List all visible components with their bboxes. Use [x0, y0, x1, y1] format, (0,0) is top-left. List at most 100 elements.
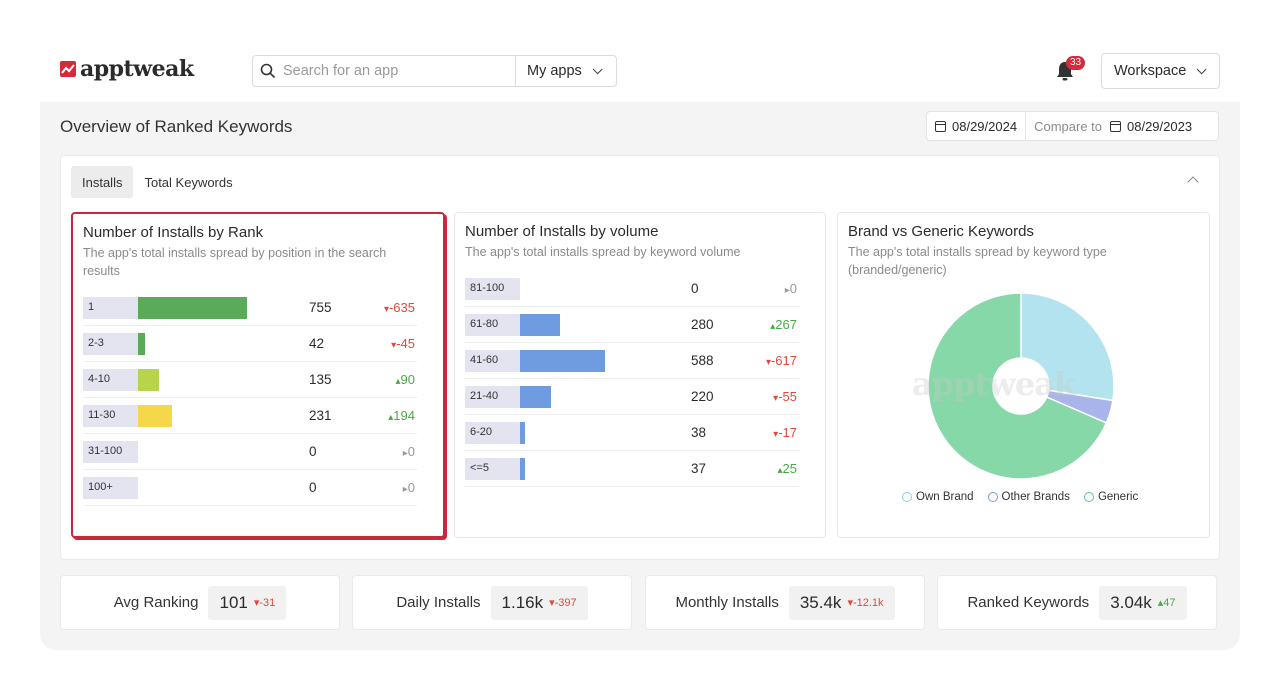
stat-change: ▾-397 [549, 597, 577, 609]
stat-card-ranked-keywords: Ranked Keywords 3.04k ▴47 [937, 575, 1217, 630]
rank-row-label: 11-30 [83, 405, 138, 427]
volume-row-label: 81-100 [465, 278, 520, 300]
rank-row: 31-100 0 ▸0 [83, 434, 417, 470]
volume-row-change: ▴267 [770, 317, 797, 332]
date-selector[interactable]: 08/29/2024 [927, 112, 1027, 140]
volume-card-title: Number of Installs by volume [465, 223, 659, 240]
rank-row-change: ▸0 [402, 480, 415, 495]
rank-row: 100+ 0 ▸0 [83, 470, 417, 506]
ranked-keywords-card: Installs Total Keywords Number of Instal… [60, 155, 1220, 560]
stat-change: ▾-31 [253, 597, 276, 609]
donut-svg [927, 292, 1115, 480]
trend-arrow-icon: ▴ [777, 465, 783, 476]
stat-card-monthly-installs: Monthly Installs 35.4k ▾-12.1k [645, 575, 925, 630]
volume-row-change: ▾-55 [773, 389, 797, 404]
apptweak-logo[interactable]: apptweak [60, 56, 194, 82]
workspace-label: Workspace [1114, 63, 1187, 79]
volume-row-value: 280 [691, 317, 714, 332]
my-apps-label: My apps [527, 63, 582, 79]
brand-card-title: Brand vs Generic Keywords [848, 223, 1034, 240]
stat-value: 35.4k [799, 592, 842, 612]
trend-arrow-icon: ▾ [383, 304, 389, 315]
search-divider [515, 56, 516, 86]
volume-row-label: 61-80 [465, 314, 520, 336]
apptweak-watermark: apptweak [912, 365, 1076, 403]
calendar-icon [935, 120, 946, 132]
legend-item-other-brands[interactable]: Other Brands [987, 491, 1070, 503]
stat-label: Monthly Installs [675, 594, 779, 611]
donut-slice-own-brand[interactable] [1020, 292, 1115, 402]
rank-row-label: 1 [83, 297, 138, 319]
brand-card-description: The app's total installs spread by keywo… [848, 245, 1107, 277]
date-range-picker: 08/29/2024 Compare to 08/29/2023 [926, 111, 1219, 141]
search-icon [253, 63, 283, 79]
donut-slice-generic[interactable] [927, 292, 1108, 480]
rank-card-description: The app's total installs spread by posit… [83, 246, 387, 278]
rank-rows: 1 755 ▾-635 2-3 42 ▾-45 4-10 135 ▴90 11-30 231 ▴194… [83, 290, 417, 506]
search-input[interactable] [283, 63, 513, 79]
volume-row-change: ▸0 [784, 281, 797, 296]
legend-label: Own Brand [916, 491, 974, 503]
volume-row-change: ▾-17 [773, 425, 797, 440]
volume-row-bar [520, 422, 526, 444]
volume-row-change: ▾-617 [765, 353, 797, 368]
volume-row: 21-40 220 ▾-55 [465, 379, 799, 415]
legend-dot-icon [902, 492, 912, 502]
workspace-dropdown[interactable]: Workspace [1101, 53, 1220, 89]
rank-row-change: ▴90 [395, 372, 416, 387]
stat-label: Avg Ranking [113, 594, 199, 611]
legend-label: Other Brands [1001, 491, 1070, 503]
rank-row: 2-3 42 ▾-45 [83, 326, 417, 362]
rank-card-title: Number of Installs by Rank [83, 224, 264, 241]
installs-by-volume-card[interactable]: Number of Installs by volume The app's t… [454, 212, 826, 538]
volume-row: 6-20 38 ▾-17 [465, 415, 799, 451]
search-bar: My apps [252, 55, 617, 87]
volume-row: 61-80 280 ▴267 [465, 307, 799, 343]
chevron-up-icon[interactable] [1187, 176, 1199, 188]
calendar-icon [1110, 120, 1121, 132]
rank-row-bar [138, 405, 172, 427]
stat-value: 1.16k [501, 592, 544, 612]
rank-row-value: 135 [309, 372, 332, 387]
brand-vs-generic-card[interactable]: Brand vs Generic Keywords The app's tota… [837, 212, 1210, 538]
rank-row-bar [138, 333, 145, 355]
chevron-down-icon [1196, 63, 1207, 74]
selected-date: 08/29/2024 [952, 118, 1018, 134]
volume-row-value: 38 [691, 425, 707, 440]
rank-row-label: 31-100 [83, 441, 138, 463]
compare-date-selector[interactable]: Compare to 08/29/2023 [1026, 112, 1200, 140]
legend-item-own-brand[interactable]: Own Brand [902, 491, 974, 503]
volume-row-bar [520, 314, 560, 336]
rank-row-value: 42 [309, 336, 325, 351]
legend-item-generic[interactable]: Generic [1083, 491, 1138, 503]
volume-row-value: 37 [691, 461, 707, 476]
my-apps-dropdown[interactable]: My apps [516, 63, 603, 79]
logo-text: apptweak [80, 56, 194, 82]
tab-installs[interactable]: Installs [71, 166, 134, 198]
volume-card-description: The app's total installs spread by keywo… [465, 245, 741, 259]
volume-row-value: 0 [691, 281, 699, 296]
installs-by-rank-card[interactable]: Number of Installs by Rank The app's tot… [71, 212, 445, 538]
volume-row-value: 588 [691, 353, 714, 368]
volume-row-value: 220 [691, 389, 714, 404]
rank-row-bar [138, 369, 159, 391]
stat-label: Ranked Keywords [967, 594, 1090, 611]
brand-donut-chart [926, 291, 1116, 481]
rank-row-label: 4-10 [83, 369, 138, 391]
rank-row-bar [138, 297, 247, 319]
legend-dot-icon [987, 492, 998, 502]
rank-row-label: 100+ [83, 477, 138, 499]
stat-label: Daily Installs [396, 594, 481, 611]
stat-card-avg-ranking: Avg Ranking 101 ▾-31 [60, 575, 340, 630]
stat-value: 101 [219, 592, 248, 612]
tab-total-keywords[interactable]: Total Keywords [144, 174, 233, 190]
volume-row-label: 41-60 [465, 350, 520, 372]
rank-row: 1 755 ▾-635 [83, 290, 417, 326]
rank-row-label: 2-3 [83, 333, 138, 355]
stat-value-pill: 35.4k ▾-12.1k [788, 585, 895, 620]
volume-row: 41-60 588 ▾-617 [465, 343, 799, 379]
stat-change: ▴47 [1157, 597, 1176, 609]
rank-row: 11-30 231 ▴194 [83, 398, 417, 434]
rank-row-change: ▸0 [402, 444, 415, 459]
volume-row-label: <=5 [465, 458, 520, 480]
